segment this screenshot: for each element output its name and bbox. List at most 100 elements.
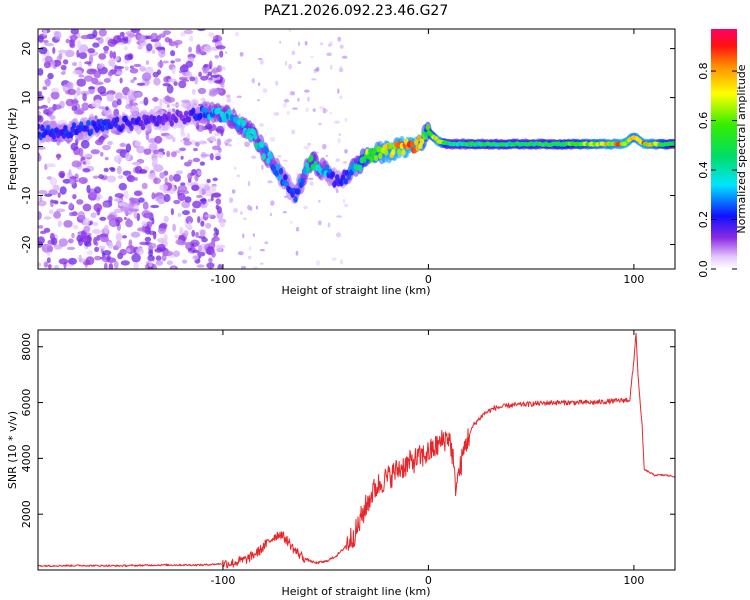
spectrogram-noise-blob — [159, 184, 169, 191]
spectrogram-noise-blob — [102, 201, 109, 208]
spectrogram-noise-blob — [125, 104, 132, 110]
spectrogram-noise-blob — [58, 258, 69, 265]
spectrogram-noise-blob — [119, 77, 123, 84]
spectrogram-noise-blob — [183, 230, 189, 237]
spectrogram-noise-blob — [124, 46, 128, 51]
spectrogram-ridge-point — [304, 162, 310, 169]
spectrogram-noise-blob — [166, 260, 173, 266]
spectrogram-ridge-point — [309, 155, 314, 162]
spectrogram-ridge-point — [217, 107, 222, 114]
spectrogram-noise-blob — [216, 125, 225, 134]
spectrogram-noise-blob — [211, 67, 219, 75]
spectrogram-noise-blob — [176, 170, 183, 175]
spectrogram-noise-blob — [44, 193, 53, 197]
spectrogram-noise-blob — [42, 29, 48, 36]
spectrogram-noise-blob — [95, 196, 101, 201]
y-tick-label: 2000 — [20, 500, 33, 528]
spectrogram-noise-blob — [136, 247, 145, 255]
spectrogram-noise-blob — [58, 238, 68, 247]
spectrogram-noise-blob — [106, 257, 117, 264]
spectrogram-ridge-point — [265, 157, 271, 164]
spectrogram-noise-blob — [95, 139, 104, 146]
spectrogram-noise-blob — [38, 146, 46, 150]
spectrogram-noise-blob — [53, 211, 61, 219]
spectrogram-noise-blob — [67, 238, 74, 244]
spectrogram-noise-blob — [38, 91, 43, 96]
spectrogram-ridge-point — [391, 148, 396, 156]
spectrogram-noise-blob — [292, 107, 298, 110]
spectrogram-noise-blob — [107, 140, 113, 146]
spectrogram-noise-blob — [98, 53, 107, 60]
spectrogram-noise-blob — [205, 222, 212, 229]
spectrogram-noise-blob — [229, 197, 234, 204]
spectrogram-noise-blob — [154, 135, 163, 144]
spectrogram-noise-blob — [310, 55, 314, 59]
spectrogram-noise-blob — [337, 138, 341, 144]
spectrogram-noise-blob — [42, 86, 48, 90]
spectrogram-noise-blob — [237, 251, 244, 256]
x-tick-label: 0 — [425, 273, 432, 286]
spectrogram-noise-blob — [158, 33, 166, 38]
spectrogram-ridge-point — [278, 168, 284, 175]
spectrogram-noise-blob — [122, 235, 127, 239]
spectrogram-noise-blob — [171, 67, 176, 75]
spectrogram-noise-blob — [159, 172, 165, 179]
spectrogram-noise-blob — [90, 212, 97, 219]
spectrogram-noise-blob — [130, 29, 141, 33]
spectrogram-noise-blob — [117, 175, 124, 180]
spectrogram-ridge-point — [276, 163, 281, 171]
spectrogram-noise-blob — [155, 46, 165, 51]
spectrogram-noise-blob — [68, 202, 73, 210]
spectrogram-noise-blob — [201, 237, 208, 243]
colorbar-tick-label: 0.2 — [697, 211, 710, 229]
spectrogram-noise-blob — [196, 194, 203, 199]
spectrogram-ridge-point — [261, 153, 266, 160]
spectrogram-noise-blob — [71, 160, 82, 168]
spectrogram-noise-blob — [212, 177, 218, 182]
spectrogram-noise-blob — [307, 142, 312, 146]
spectrogram-ridge-point — [38, 123, 41, 130]
spectrogram-noise-blob — [52, 184, 60, 191]
spectrogram-noise-blob — [114, 260, 119, 269]
spectrogram-noise-blob — [267, 180, 273, 184]
spectrogram-noise-blob — [172, 136, 176, 143]
spectrogram-noise-blob — [195, 48, 204, 55]
spectrogram-noise-blob — [129, 68, 139, 74]
spectrogram-noise-blob — [60, 201, 68, 205]
spectrogram-ridge-point — [425, 124, 430, 131]
spectrogram-noise-blob — [44, 55, 53, 64]
spectrogram-noise-blob — [38, 35, 44, 43]
spectrogram-noise-blob — [198, 140, 208, 145]
spectrogram-noise-blob — [144, 236, 152, 242]
spectrogram-noise-blob — [41, 244, 51, 248]
spectrogram-noise-blob — [208, 257, 213, 263]
spectrogram-y-label: Frequency (Hz) — [6, 108, 19, 191]
spectrogram-noise-blob — [200, 153, 211, 157]
spectrogram-noise-blob — [335, 158, 340, 162]
spectrogram-noise-blob — [118, 202, 125, 207]
spectrogram-noise-blob — [38, 142, 42, 146]
spectrogram-noise-blob — [219, 50, 224, 58]
spectrogram-noise-blob — [319, 42, 324, 46]
spectrogram-noise-blob — [136, 212, 141, 222]
spectrogram-ridge-point — [330, 171, 336, 178]
spectrogram-noise-blob — [49, 177, 58, 186]
spectrogram-noise-blob — [213, 132, 221, 136]
colorbar-label: Normalized spectral amplitude — [735, 64, 748, 233]
spectrogram-noise-blob — [137, 227, 146, 232]
spectrogram-noise-blob — [279, 40, 282, 44]
spectrogram-noise-blob — [113, 198, 123, 202]
spectrogram-noise-blob — [192, 200, 202, 209]
spectrogram-noise-blob — [163, 233, 168, 242]
spectrogram-noise-blob — [151, 192, 156, 200]
spectrogram-ridge-point — [40, 124, 45, 131]
spectrogram-noise-blob — [213, 227, 218, 232]
spectrogram-noise-blob — [129, 197, 135, 203]
spectrogram-noise-blob — [235, 31, 239, 37]
spectrogram-noise-blob — [141, 220, 148, 227]
spectrogram-noise-blob — [47, 96, 51, 104]
spectrogram-noise-blob — [322, 143, 327, 150]
spectrogram-noise-blob — [200, 204, 208, 209]
spectrogram-noise-blob — [67, 88, 76, 96]
spectrogram-noise-blob — [277, 154, 282, 158]
